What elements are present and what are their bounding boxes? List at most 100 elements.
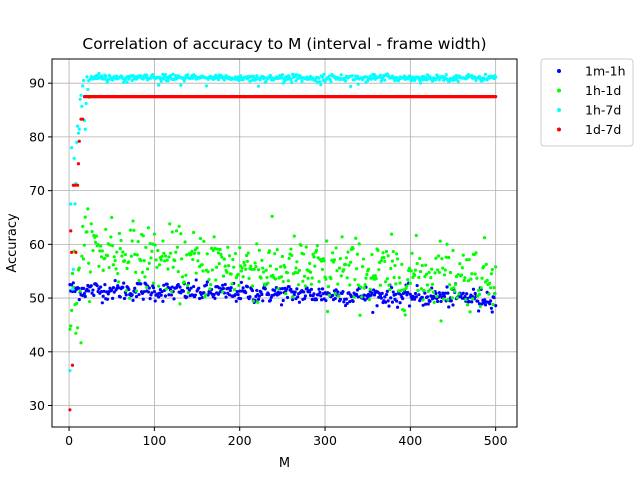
point-1h-1d: [469, 277, 473, 281]
point-1h-1d: [491, 302, 495, 307]
point-1h-1d: [361, 257, 366, 261]
point-1h-1d: [364, 276, 368, 280]
point-1h-1d: [332, 258, 337, 262]
point-1h-1d: [281, 279, 285, 284]
point-1m-1h: [383, 295, 387, 299]
point-1h-7d: [76, 131, 81, 135]
point-1h-1d: [215, 265, 219, 269]
point-1h-1d: [127, 260, 131, 264]
x-tick-label: 200: [228, 433, 252, 448]
point-1m-1h: [489, 306, 493, 310]
point-1h-1d: [197, 251, 201, 255]
point-1m-1h: [238, 297, 243, 301]
point-1h-1d: [100, 249, 104, 253]
point-1h-7d: [79, 93, 83, 97]
point-1h-1d: [265, 275, 269, 280]
point-1h-1d: [143, 275, 147, 279]
point-1h-1d: [415, 261, 419, 266]
point-1h-7d: [81, 84, 85, 88]
point-1m-1h: [206, 293, 210, 297]
point-1h-1d: [233, 251, 238, 256]
point-1m-1h: [445, 285, 449, 289]
point-1h-1d: [99, 244, 103, 248]
point-1h-1d: [240, 266, 244, 270]
point-1m-1h: [244, 291, 248, 295]
point-1m-1h: [413, 291, 418, 296]
point-1m-1h: [477, 302, 482, 306]
x-tick-label: 500: [484, 433, 508, 448]
point-1h-1d: [413, 268, 418, 272]
point-1h-1d: [342, 268, 346, 272]
point-1m-1h: [296, 295, 300, 299]
point-1h-1d: [368, 287, 372, 291]
point-1m-1h: [99, 285, 103, 289]
point-1h-1d: [255, 242, 259, 246]
point-1h-1d: [416, 288, 420, 293]
point-1h-1d: [363, 283, 367, 287]
point-1h-1d: [110, 215, 114, 220]
point-1h-1d: [436, 268, 440, 272]
point-1m-1h: [172, 297, 176, 301]
point-1h-1d: [238, 246, 242, 250]
point-1h-1d: [385, 277, 389, 281]
point-1h-1d: [184, 273, 188, 277]
point-1h-1d: [437, 270, 441, 275]
point-1h-1d: [161, 239, 165, 243]
point-1h-1d: [384, 249, 389, 254]
point-1h-1d: [470, 272, 474, 276]
point-1h-7d: [102, 77, 106, 81]
point-1h-1d: [88, 270, 92, 274]
point-1m-1h: [372, 288, 376, 292]
point-1m-1h: [221, 283, 225, 287]
point-1h-1d: [245, 259, 249, 263]
point-1m-1h: [476, 299, 480, 303]
point-1m-1h: [420, 295, 424, 299]
point-1m-1h: [451, 303, 455, 307]
point-1h-1d: [284, 291, 288, 296]
point-1h-1d: [170, 230, 174, 234]
point-1m-1h: [105, 297, 110, 301]
point-1h-1d: [398, 281, 402, 285]
point-1h-1d: [406, 277, 410, 282]
point-1m-1h: [250, 289, 255, 293]
point-1h-7d: [145, 73, 149, 77]
point-1h-1d: [344, 256, 348, 260]
point-1d-7d: [77, 139, 81, 143]
point-1h-1d: [134, 270, 138, 274]
point-1h-7d: [318, 80, 322, 84]
point-1h-1d: [186, 291, 191, 295]
point-1m-1h: [341, 290, 345, 294]
point-1h-1d: [302, 252, 306, 256]
point-1m-1h: [116, 286, 121, 290]
point-1h-1d: [221, 274, 226, 278]
point-1m-1h: [192, 284, 196, 289]
point-1m-1h: [159, 293, 163, 297]
point-1m-1h: [488, 299, 493, 303]
point-1h-1d: [292, 234, 296, 238]
point-1h-1d: [317, 280, 321, 284]
point-1h-1d: [275, 248, 279, 252]
point-1m-1h: [395, 305, 400, 309]
point-1h-1d: [395, 252, 399, 256]
point-1h-1d: [173, 258, 177, 263]
point-1m-1h: [248, 295, 252, 299]
point-1m-1h: [185, 295, 189, 299]
point-1h-1d: [149, 256, 153, 260]
point-1h-7d: [75, 140, 79, 144]
point-1m-1h: [289, 287, 293, 291]
point-1m-1h: [463, 294, 467, 299]
point-1h-1d: [290, 253, 294, 257]
point-1h-1d: [356, 283, 360, 287]
point-1h-1d: [237, 283, 241, 288]
point-1h-1d: [214, 278, 218, 282]
y-tick-label: 40: [29, 344, 45, 359]
point-1h-1d: [232, 288, 237, 292]
point-1h-7d: [76, 124, 80, 128]
point-1h-1d: [337, 294, 341, 298]
point-1h-1d: [103, 256, 107, 260]
point-1m-1h: [121, 285, 125, 289]
point-1h-7d: [262, 75, 267, 79]
point-1h-1d: [349, 260, 353, 264]
point-1h-1d: [465, 303, 470, 307]
point-1h-1d: [70, 271, 75, 276]
